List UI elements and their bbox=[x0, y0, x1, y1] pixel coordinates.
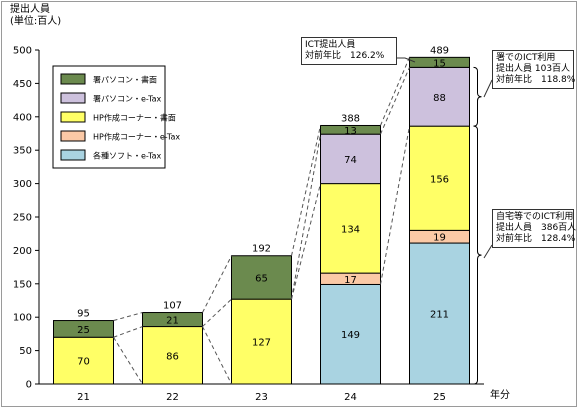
callout-office-pointer bbox=[483, 79, 493, 98]
connector-1-2 bbox=[202, 326, 232, 385]
bar-label-25-series-1: 19 bbox=[433, 233, 446, 244]
bar-24-series-0 bbox=[320, 283, 381, 385]
bar-total-22: 107 bbox=[163, 301, 182, 312]
bar-label-24-series-3: 74 bbox=[344, 155, 357, 166]
y-tick-label-200: 200 bbox=[13, 246, 32, 257]
bar-22-series-4 bbox=[142, 312, 203, 328]
bar-25-series-0 bbox=[409, 242, 470, 385]
y-tick-label-50: 50 bbox=[19, 346, 32, 357]
y-tick-label-450: 450 bbox=[13, 79, 32, 90]
bar-label-24-series-0: 149 bbox=[341, 330, 360, 341]
bar-label-25-series-2: 156 bbox=[430, 174, 449, 185]
bar-label-24-series-4: 13 bbox=[344, 126, 357, 137]
bar-23-series-2 bbox=[231, 298, 292, 385]
x-tick-label-22: 22 bbox=[166, 392, 179, 403]
callout-ict-total: ICT提出人員 対前年比 126.2% bbox=[301, 37, 397, 65]
connector-3-1 bbox=[380, 67, 410, 135]
bar-21-series-4 bbox=[53, 320, 114, 338]
bar-label-21-series-4: 25 bbox=[77, 325, 90, 336]
callout-office-ict: 署でのICT利用 提出人員 103百人 対前年比 118.8% bbox=[492, 50, 576, 89]
connector-3-2 bbox=[380, 126, 410, 285]
bar-label-23-series-4: 65 bbox=[255, 273, 268, 284]
callout-office-ict-line-2: 提出人員 103百人 bbox=[496, 64, 571, 74]
y-tick-label-250: 250 bbox=[13, 213, 32, 224]
bar-24-series-4 bbox=[320, 124, 381, 135]
connector-0-1 bbox=[113, 326, 143, 338]
y-tick-label-350: 350 bbox=[13, 146, 32, 157]
bar-21-series-2 bbox=[53, 336, 114, 385]
bar-24-series-2 bbox=[320, 183, 381, 274]
bar-label-24-series-2: 134 bbox=[341, 224, 360, 235]
brace-office-ict bbox=[473, 66, 482, 127]
legend-swatch-4 bbox=[60, 149, 86, 161]
bar-23-series-4 bbox=[231, 255, 292, 300]
callout-home-ict-line-3: 対前年比 128.4% bbox=[496, 234, 576, 244]
bar-total-25: 489 bbox=[430, 45, 449, 56]
callout-home-pointer bbox=[483, 244, 493, 259]
callout-ict-total-line-1: ICT提出人員 bbox=[305, 40, 356, 50]
x-tick-label-24: 24 bbox=[344, 392, 357, 403]
bar-total-24: 388 bbox=[341, 113, 360, 124]
legend-label-3: HP作成コーナー・e-Tax bbox=[93, 132, 180, 142]
callout-home-ict: 自宅等でのICT利用 提出人員 386百人 対前年比 128.4% bbox=[492, 209, 577, 248]
legend-label-1: 署パソコン・e-Tax bbox=[93, 95, 162, 104]
legend-swatch-0 bbox=[60, 73, 86, 85]
x-tick-label-25: 25 bbox=[433, 392, 446, 403]
bar-label-25-series-0: 211 bbox=[430, 310, 449, 321]
connector-2-0 bbox=[291, 125, 321, 256]
x-tick-label-21: 21 bbox=[77, 392, 90, 403]
y-tick-label-100: 100 bbox=[13, 313, 32, 324]
connector-0-2 bbox=[113, 336, 143, 385]
legend-swatch-3 bbox=[60, 130, 86, 142]
brace-home-ict bbox=[473, 125, 482, 385]
connector-1-0 bbox=[202, 255, 232, 313]
bar-total-23: 192 bbox=[252, 244, 271, 255]
bar-total-21: 95 bbox=[77, 309, 90, 320]
connector-3-0 bbox=[380, 57, 410, 126]
y-tick-label-0: 0 bbox=[26, 380, 32, 391]
bar-label-22-series-2: 86 bbox=[166, 351, 179, 362]
y-tick-label-300: 300 bbox=[13, 179, 32, 190]
y-axis-title: 提出人員 (単位:百人) bbox=[10, 4, 61, 28]
legend-swatch-1 bbox=[60, 92, 86, 104]
callout-home-ict-line-1: 自宅等でのICT利用 bbox=[496, 212, 574, 222]
x-tick-label-23: 23 bbox=[255, 392, 268, 403]
y-axis-label: 提出人員 bbox=[10, 4, 50, 15]
legend-label-4: 各種ソフト・e-Tax bbox=[93, 151, 162, 161]
y-tick-label-400: 400 bbox=[13, 112, 32, 123]
legend-label-2: HP作成コーナー・書面 bbox=[93, 113, 176, 123]
bar-24-series-3 bbox=[320, 133, 381, 185]
bar-25-series-2 bbox=[409, 125, 470, 231]
connector-2-1 bbox=[291, 134, 321, 300]
connector-0-0 bbox=[113, 312, 143, 322]
bar-label-25-series-4: 15 bbox=[433, 58, 446, 69]
legend-label-0: 署パソコン・書面 bbox=[93, 75, 157, 85]
callout-ict-total-line-2: 対前年比 126.2% bbox=[305, 51, 385, 61]
bar-label-21-series-2: 70 bbox=[77, 357, 90, 368]
bar-label-25-series-3: 88 bbox=[433, 93, 446, 104]
callout-home-ict-line-2: 提出人員 386百人 bbox=[496, 223, 577, 233]
connector-2-2 bbox=[291, 183, 321, 300]
y-tick-label-150: 150 bbox=[13, 279, 32, 290]
bar-label-23-series-2: 127 bbox=[252, 338, 271, 349]
y-axis-unit: (単位:百人) bbox=[10, 16, 62, 27]
callout-office-ict-line-1: 署でのICT利用 bbox=[496, 53, 556, 63]
x-axis-unit: 年分 bbox=[490, 388, 510, 401]
bar-25-series-4 bbox=[409, 56, 470, 68]
bar-25-series-3 bbox=[409, 66, 470, 127]
callout-office-ict-line-3: 対前年比 118.8% bbox=[496, 75, 576, 85]
bar-label-24-series-1: 17 bbox=[344, 275, 357, 286]
bar-22-series-2 bbox=[142, 326, 203, 385]
y-tick-label-500: 500 bbox=[13, 46, 32, 57]
legend-swatch-2 bbox=[60, 111, 86, 123]
bar-label-22-series-4: 21 bbox=[166, 316, 179, 327]
